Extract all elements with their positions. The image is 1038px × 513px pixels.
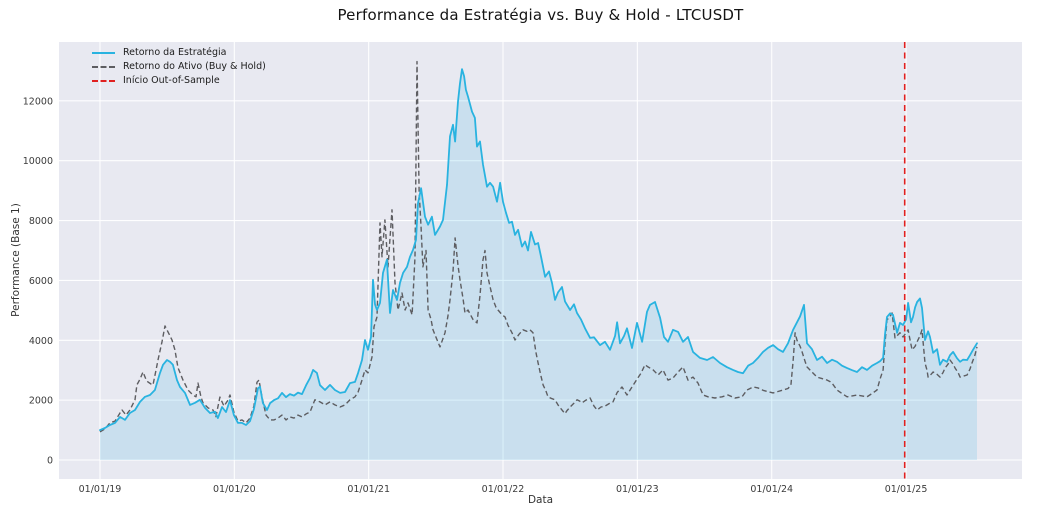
x-tick-label: 01/01/20 — [213, 484, 256, 495]
x-axis-label: Data — [527, 494, 554, 506]
y-tick-label: 12000 — [23, 96, 53, 107]
x-tick-label: 01/01/22 — [482, 484, 525, 495]
legend-label-buyhold: Retorno do Ativo (Buy & Hold) — [123, 61, 266, 72]
strategy-line-icon — [92, 51, 115, 54]
legend-item-strategy: Retorno da Estratégia — [92, 47, 266, 58]
y-tick-label: 2000 — [29, 396, 53, 407]
buyhold-dashed-line-icon — [92, 65, 115, 68]
strategy-line — [99, 68, 978, 432]
x-tick-label: 01/01/23 — [616, 484, 659, 495]
buyhold-line — [99, 60, 978, 433]
chart-title: Performance da Estratégia vs. Buy & Hold… — [337, 6, 744, 24]
y-tick-label: 4000 — [29, 336, 53, 347]
y-tick-label: 8000 — [29, 216, 53, 227]
y-axis-label: Performance (Base 1) — [10, 203, 22, 317]
y-tick-label: 0 — [47, 455, 53, 466]
legend-label-strategy: Retorno da Estratégia — [123, 47, 227, 58]
x-tick-label: 01/01/25 — [885, 484, 928, 495]
y-tick-label: 10000 — [23, 156, 53, 167]
y-tick-label: 6000 — [29, 276, 53, 287]
legend-label-oos: Início Out-of-Sample — [123, 75, 220, 86]
plot-background — [59, 42, 1022, 479]
x-tick-label: 01/01/21 — [347, 484, 390, 495]
legend-item-buyhold: Retorno do Ativo (Buy & Hold) — [92, 61, 266, 72]
x-tick-label: 01/01/19 — [79, 484, 122, 495]
oos-dashed-line-icon — [92, 79, 115, 82]
legend: Retorno da Estratégia Retorno do Ativo (… — [92, 47, 266, 86]
strategy-area-fill — [100, 69, 977, 460]
legend-item-oos: Início Out-of-Sample — [92, 75, 266, 86]
x-tick-label: 01/01/24 — [750, 484, 793, 495]
